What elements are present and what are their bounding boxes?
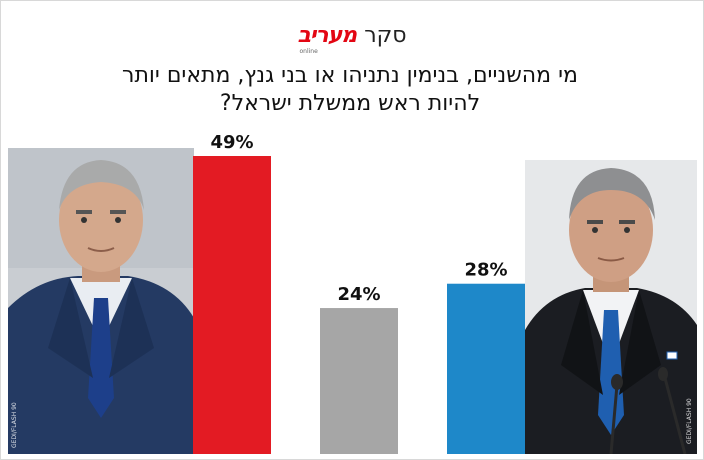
question-line-2: להיות ראש ממשלת ישראל?	[219, 91, 481, 116]
bar-value-label-3: 28%	[464, 260, 507, 281]
gantz-portrait: GEDI/FLASH 90	[8, 148, 194, 454]
survey-question: מי מהשניים, בנימין נתניהו או בני גנץ, מת…	[60, 62, 640, 118]
survey-header: סקר מעריב online	[0, 18, 704, 55]
netanyahu-portrait: GEDI/FLASH 90	[525, 160, 697, 454]
bar-value-label-2: 24%	[337, 284, 380, 305]
gantz-photo-credit: GEDI/FLASH 90	[11, 402, 18, 448]
maariv-logo-sub: online	[299, 47, 318, 55]
maariv-logo: מעריב online	[297, 22, 357, 55]
survey-word: סקר	[364, 22, 407, 48]
question-line-1: מי מהשניים, בנימין נתניהו או בני גנץ, מת…	[122, 63, 578, 88]
bar-value-label-1: 49%	[210, 132, 253, 153]
bar-1	[193, 156, 271, 454]
maariv-logo-text: מעריב	[297, 22, 357, 48]
bar-3	[447, 283, 525, 454]
netanyahu-photo-credit: GEDI/FLASH 90	[686, 398, 693, 444]
bar-2	[320, 308, 398, 454]
